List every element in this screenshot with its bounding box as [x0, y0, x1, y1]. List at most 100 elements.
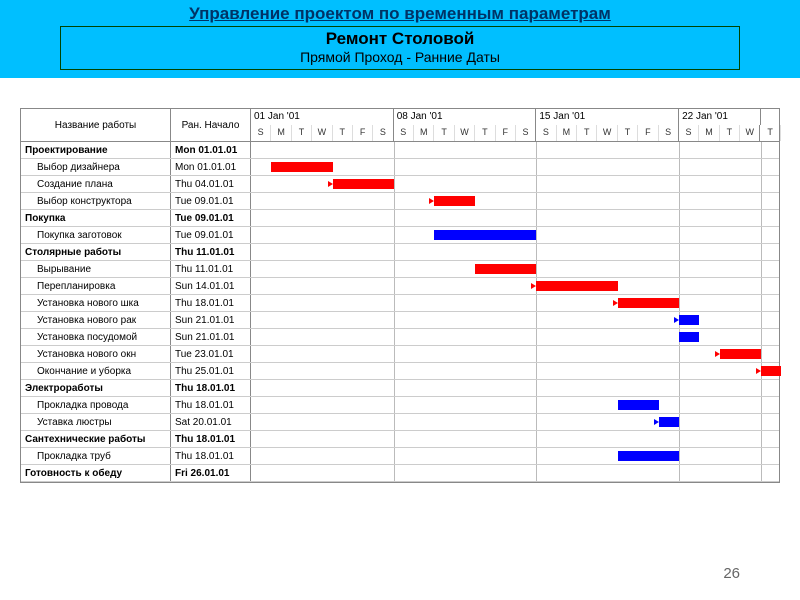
- day-cell: W: [312, 125, 332, 141]
- day-cell: S: [251, 125, 271, 141]
- task-start: Tue 09.01.01: [171, 227, 251, 243]
- day-cell: M: [557, 125, 577, 141]
- task-name: Прокладка провода: [21, 397, 171, 413]
- gantt-row: Столярные работыThu 11.01.01: [21, 244, 779, 261]
- gantt-bar: [618, 400, 659, 410]
- gantt-row: Установка нового ракSun 21.01.01: [21, 312, 779, 329]
- gantt-bar: [536, 281, 618, 291]
- day-cell: S: [394, 125, 414, 141]
- gantt-bar: [271, 162, 332, 172]
- task-start: Sun 21.01.01: [171, 312, 251, 328]
- task-name: Столярные работы: [21, 244, 171, 260]
- week-label: 15 Jan '01: [536, 109, 679, 125]
- task-bars: [251, 295, 779, 311]
- gantt-bar: [720, 349, 761, 359]
- gantt-row: Покупка заготовокTue 09.01.01: [21, 227, 779, 244]
- page-number: 26: [723, 565, 740, 582]
- day-cell: S: [516, 125, 536, 141]
- task-start: Tue 23.01.01: [171, 346, 251, 362]
- gantt-bar: [679, 332, 699, 342]
- gantt-row: ПокупкаTue 09.01.01: [21, 210, 779, 227]
- gantt-row: Выбор дизайнераMon 01.01.01: [21, 159, 779, 176]
- day-cell: S: [659, 125, 679, 141]
- task-bars: [251, 159, 779, 175]
- task-name: Установка нового рак: [21, 312, 171, 328]
- task-bars: [251, 142, 779, 158]
- gantt-row: Создание планаThu 04.01.01: [21, 176, 779, 193]
- day-cell: W: [740, 125, 760, 141]
- link-arrow: [756, 368, 761, 374]
- gantt-row: Прокладка проводаThu 18.01.01: [21, 397, 779, 414]
- banner-title: Управление проектом по временным парамет…: [0, 4, 800, 24]
- day-cell: M: [271, 125, 291, 141]
- task-bars: [251, 448, 779, 464]
- gantt-bar: [333, 179, 394, 189]
- day-cell: S: [536, 125, 556, 141]
- banner-box: Ремонт Столовой Прямой Проход - Ранние Д…: [60, 26, 740, 70]
- col-header-start: Ран. Начало: [171, 109, 251, 141]
- task-name: Электроработы: [21, 380, 171, 396]
- gantt-bar: [618, 298, 679, 308]
- day-cell: T: [475, 125, 495, 141]
- task-name: Уставка люстры: [21, 414, 171, 430]
- gantt-row: Установка посудомойSun 21.01.01: [21, 329, 779, 346]
- task-name: Готовность к обеду: [21, 465, 171, 481]
- task-name: Установка нового окн: [21, 346, 171, 362]
- gantt-bar: [434, 230, 536, 240]
- task-name: Выбор конструктора: [21, 193, 171, 209]
- task-bars: [251, 227, 779, 243]
- gantt-chart: Название работы Ран. Начало 01 Jan '0108…: [20, 108, 780, 483]
- gantt-row: ПроектированиеMon 01.01.01: [21, 142, 779, 159]
- task-name: Покупка: [21, 210, 171, 226]
- task-start: Thu 18.01.01: [171, 431, 251, 447]
- week-label: 01 Jan '01: [251, 109, 394, 125]
- task-name: Выбор дизайнера: [21, 159, 171, 175]
- day-cell: W: [597, 125, 617, 141]
- task-bars: [251, 210, 779, 226]
- week-label: 08 Jan '01: [394, 109, 537, 125]
- task-bars: [251, 244, 779, 260]
- task-start: Thu 04.01.01: [171, 176, 251, 192]
- task-bars: [251, 193, 779, 209]
- gantt-bar: [679, 315, 699, 325]
- day-cell: T: [292, 125, 312, 141]
- day-cell: F: [638, 125, 658, 141]
- gantt-row: Сантехнические работыThu 18.01.01: [21, 431, 779, 448]
- task-start: Mon 01.01.01: [171, 142, 251, 158]
- banner-subtitle-1: Ремонт Столовой: [61, 29, 739, 49]
- col-header-task: Название работы: [21, 109, 171, 141]
- task-name: Проектирование: [21, 142, 171, 158]
- gantt-rows: ПроектированиеMon 01.01.01Выбор дизайнер…: [21, 142, 779, 482]
- day-cell: W: [455, 125, 475, 141]
- week-label: 22 Jan '01: [679, 109, 761, 125]
- task-bars: [251, 363, 779, 379]
- day-cell: M: [414, 125, 434, 141]
- task-name: Прокладка труб: [21, 448, 171, 464]
- task-bars: [251, 261, 779, 277]
- gantt-row: Окончание и уборкаThu 25.01.01: [21, 363, 779, 380]
- gantt-row: ВырываниеThu 11.01.01: [21, 261, 779, 278]
- task-bars: [251, 414, 779, 430]
- task-bars: [251, 346, 779, 362]
- banner-subtitle-2: Прямой Проход - Ранние Даты: [61, 49, 739, 65]
- link-arrow: [654, 419, 659, 425]
- task-bars: [251, 380, 779, 396]
- day-cell: T: [333, 125, 353, 141]
- gantt-bar: [618, 451, 679, 461]
- task-start: Tue 09.01.01: [171, 193, 251, 209]
- gantt-row: ПерепланировкаSun 14.01.01: [21, 278, 779, 295]
- day-cell: T: [434, 125, 454, 141]
- task-start: Thu 11.01.01: [171, 244, 251, 260]
- timeline-header: 01 Jan '0108 Jan '0115 Jan '0122 Jan '01…: [251, 109, 781, 141]
- task-start: Thu 25.01.01: [171, 363, 251, 379]
- gantt-bar: [761, 366, 781, 376]
- day-cell: M: [699, 125, 719, 141]
- task-bars: [251, 431, 779, 447]
- task-start: Sat 20.01.01: [171, 414, 251, 430]
- task-name: Окончание и уборка: [21, 363, 171, 379]
- day-cell: S: [679, 125, 699, 141]
- task-start: Thu 18.01.01: [171, 380, 251, 396]
- task-start: Mon 01.01.01: [171, 159, 251, 175]
- task-start: Thu 18.01.01: [171, 295, 251, 311]
- task-name: Вырывание: [21, 261, 171, 277]
